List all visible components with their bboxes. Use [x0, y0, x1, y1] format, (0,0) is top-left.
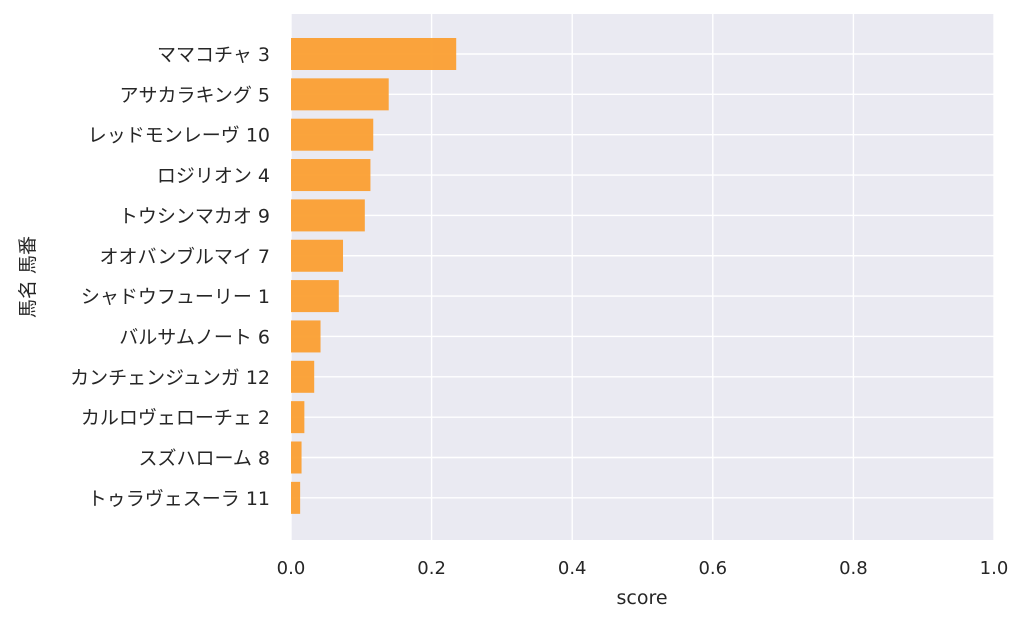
category-label: トゥラヴェスーラ 11	[88, 488, 270, 510]
bar	[291, 360, 315, 393]
category-label: カンチェンジュンガ 12	[70, 367, 270, 389]
bar	[291, 159, 371, 192]
bar	[291, 199, 365, 232]
grid-lines	[290, 14, 995, 540]
bar	[291, 401, 305, 434]
x-axis-title: score	[616, 587, 667, 609]
category-label: オオバンブルマイ 7	[99, 245, 270, 268]
bar	[291, 320, 321, 353]
plot-background	[291, 14, 994, 540]
bar	[291, 441, 302, 474]
bars	[291, 38, 457, 514]
category-labels: ママコチャ 3 アサカラキング 5 レッドモンレーヴ 10 ロジリオン 4 トウシンマカ…	[70, 44, 270, 510]
bar	[291, 118, 374, 151]
category-label: レッドモンレーヴ 10	[88, 125, 270, 147]
x-tick-label: 0.4	[558, 558, 587, 579]
y-axis-title: 馬名 馬番	[17, 236, 39, 318]
category-label: ママコチャ 3	[157, 44, 270, 66]
bar	[291, 481, 301, 514]
category-label: カルロヴェローチェ 2	[81, 407, 270, 429]
category-label: バルサムノート 6	[119, 326, 270, 348]
bar	[291, 239, 344, 272]
x-tick-labels: 0.0 0.2 0.4 0.6 0.8 1.0	[277, 558, 1009, 579]
bar	[291, 38, 457, 70]
x-tick-label: 0.0	[277, 558, 306, 579]
x-tick-label: 0.6	[698, 558, 727, 579]
bar	[291, 280, 339, 313]
category-label: シャドウフューリー 1	[81, 286, 270, 308]
x-tick-label: 1.0	[980, 558, 1009, 579]
x-tick-label: 0.8	[839, 558, 868, 579]
category-label: トウシンマカオ 9	[119, 205, 270, 227]
x-tick-label: 0.2	[417, 558, 446, 579]
category-label: アサカラキング 5	[119, 84, 270, 106]
bar	[291, 78, 389, 111]
category-label: ロジリオン 4	[157, 165, 270, 187]
category-label: スズハローム 8	[138, 448, 270, 470]
